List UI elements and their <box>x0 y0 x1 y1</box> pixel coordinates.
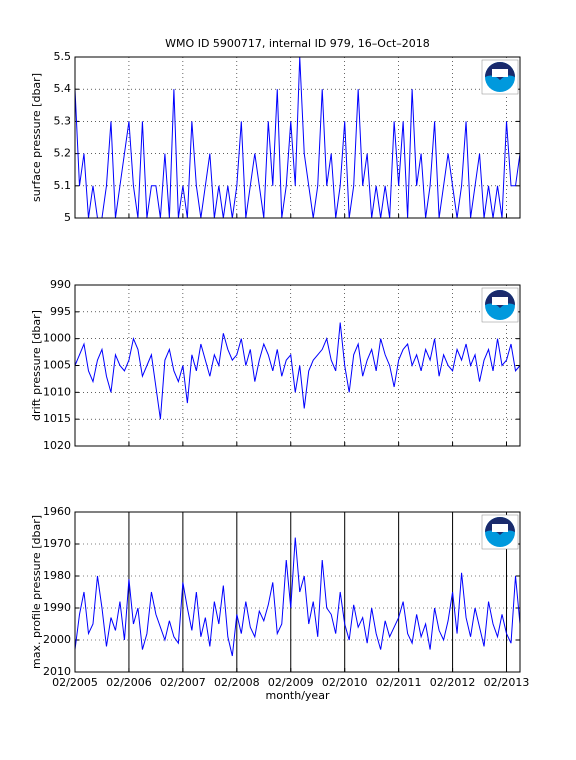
x-tick-label: 02/2009 <box>268 676 314 689</box>
x-tick-label: 02/2008 <box>214 676 260 689</box>
y-tick-label: 1970 <box>43 537 71 550</box>
y-tick-label: 1015 <box>43 412 71 425</box>
data-line <box>74 322 521 420</box>
y-tick-label: 5.5 <box>54 50 72 63</box>
x-tick-label: 02/2007 <box>160 676 206 689</box>
y-tick-label: 5.1 <box>54 179 72 192</box>
y-tick-label: 990 <box>50 278 71 291</box>
plot-frame <box>74 284 521 447</box>
y-axis-label: max. profile pressure [dbar] <box>30 515 43 669</box>
y-tick-label: 5.2 <box>54 147 72 160</box>
plot-frame <box>74 56 521 219</box>
y-tick-label: 2010 <box>43 665 71 678</box>
y-tick-label: 1990 <box>43 601 71 614</box>
y-tick-label: 5.4 <box>54 82 72 95</box>
y-tick-label: 1005 <box>43 359 71 372</box>
y-axis-label: surface pressure [dbar] <box>30 73 43 202</box>
x-tick-label: 02/2005 <box>52 676 98 689</box>
chart-title: WMO ID 5900717, internal ID 979, 16–Oct–… <box>165 37 430 50</box>
y-tick-label: 5 <box>64 211 71 224</box>
y-tick-label: 1000 <box>43 332 71 345</box>
x-tick-label: 02/2013 <box>484 676 530 689</box>
data-line <box>74 56 521 219</box>
x-tick-label: 02/2011 <box>376 676 422 689</box>
x-tick-label: 02/2010 <box>322 676 368 689</box>
y-tick-label: 5.3 <box>54 114 72 127</box>
x-tick-label: 02/2012 <box>430 676 476 689</box>
x-axis-label: month/year <box>266 689 330 702</box>
y-tick-label: 1020 <box>43 439 71 452</box>
plot-frame <box>74 511 521 673</box>
x-tick-label: 02/2006 <box>106 676 152 689</box>
y-axis-label: drift pressure [dbar] <box>30 310 43 421</box>
y-tick-label: 1980 <box>43 569 71 582</box>
data-line <box>74 537 521 657</box>
y-tick-label: 995 <box>50 305 71 318</box>
y-tick-label: 2000 <box>43 633 71 646</box>
y-tick-label: 1010 <box>43 385 71 398</box>
y-tick-label: 1960 <box>43 505 71 518</box>
noaa-logo <box>481 514 519 550</box>
noaa-logo <box>481 59 519 95</box>
noaa-logo <box>481 287 519 323</box>
